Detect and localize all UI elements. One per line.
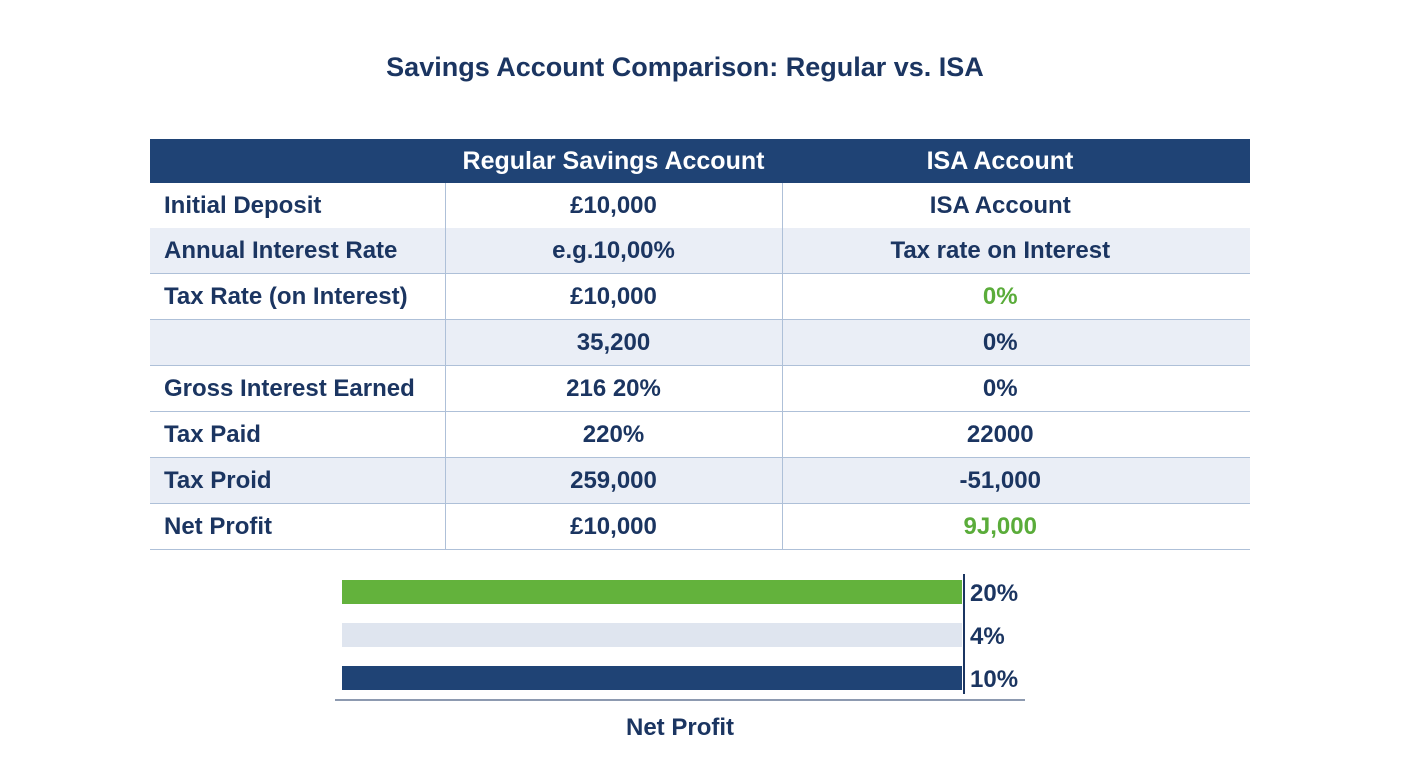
row-label: Tax Rate (on Interest): [150, 273, 445, 320]
regular-value: e.g.10,00%: [444, 228, 783, 274]
row-label: Annual Interest Rate: [150, 228, 445, 274]
row-label: Initial Deposit: [164, 191, 322, 219]
isa-value: -51,000: [782, 457, 1250, 504]
regular-value: £10,000: [444, 273, 783, 320]
regular-value: 259,000: [444, 457, 783, 504]
regular-value: 220%: [444, 411, 783, 458]
bar-3: [342, 666, 962, 690]
row-label: Tax Proid: [150, 457, 445, 504]
bar-value-label: 4%: [970, 623, 1005, 650]
bar-value-label: 20%: [970, 580, 1018, 607]
isa-value: Tax rate on Interest: [782, 228, 1250, 274]
table-row: 35,200 0%: [150, 319, 1250, 366]
table-row: Tax Proid 259,000 -51,000: [150, 457, 1250, 504]
bar-value-label: 10%: [970, 666, 1018, 693]
regular-value: £10,000: [444, 503, 783, 550]
bar-2: [342, 623, 962, 647]
x-axis-label: Net Profit: [626, 714, 734, 741]
bar-1: [342, 580, 962, 604]
header-label-column: [150, 139, 445, 183]
regular-value: 216 20%: [444, 365, 783, 412]
row-label: [150, 319, 445, 366]
table-row: Tax Paid 220% 22000: [150, 411, 1250, 458]
table-row: Gross Interest Earned 216 20% 0%: [150, 365, 1250, 412]
table-row: Initial Deposit £10,000 ISA Account: [150, 183, 1250, 228]
table-row: Tax Rate (on Interest) £10,000 0%: [150, 273, 1250, 320]
table-header-row: Regular Savings Account ISA Account: [150, 139, 1250, 183]
regular-value: £10,000: [444, 183, 783, 228]
isa-value: ISA Account: [929, 191, 1071, 219]
row-label: Net Profit: [150, 503, 445, 550]
header-regular-savings: Regular Savings Account: [445, 139, 782, 183]
chart-title: Savings Account Comparison: Regular vs. …: [386, 52, 984, 82]
isa-value: 9J,000: [782, 503, 1250, 550]
isa-value: 22000: [782, 411, 1250, 458]
isa-value: 0%: [782, 319, 1250, 366]
isa-value: 0%: [782, 273, 1250, 320]
header-isa-account: ISA Account: [782, 139, 1250, 183]
comparison-table: Regular Savings Account ISA Account Init…: [150, 139, 1250, 550]
row-label: Gross Interest Earned: [150, 365, 445, 412]
comparison-table-grid: Regular Savings Account ISA Account Init…: [150, 139, 1250, 550]
table-row: Annual Interest Rate e.g.10,00% Tax rate o…: [150, 228, 1250, 274]
regular-value: 35,200: [444, 319, 783, 366]
table-row: Net Profit £10,000 9J,000: [150, 503, 1250, 550]
isa-value: 0%: [782, 365, 1250, 412]
table-body: Initial Deposit £10,000 ISA Account Annual …: [150, 183, 1250, 550]
row-label: Tax Paid: [150, 411, 445, 458]
